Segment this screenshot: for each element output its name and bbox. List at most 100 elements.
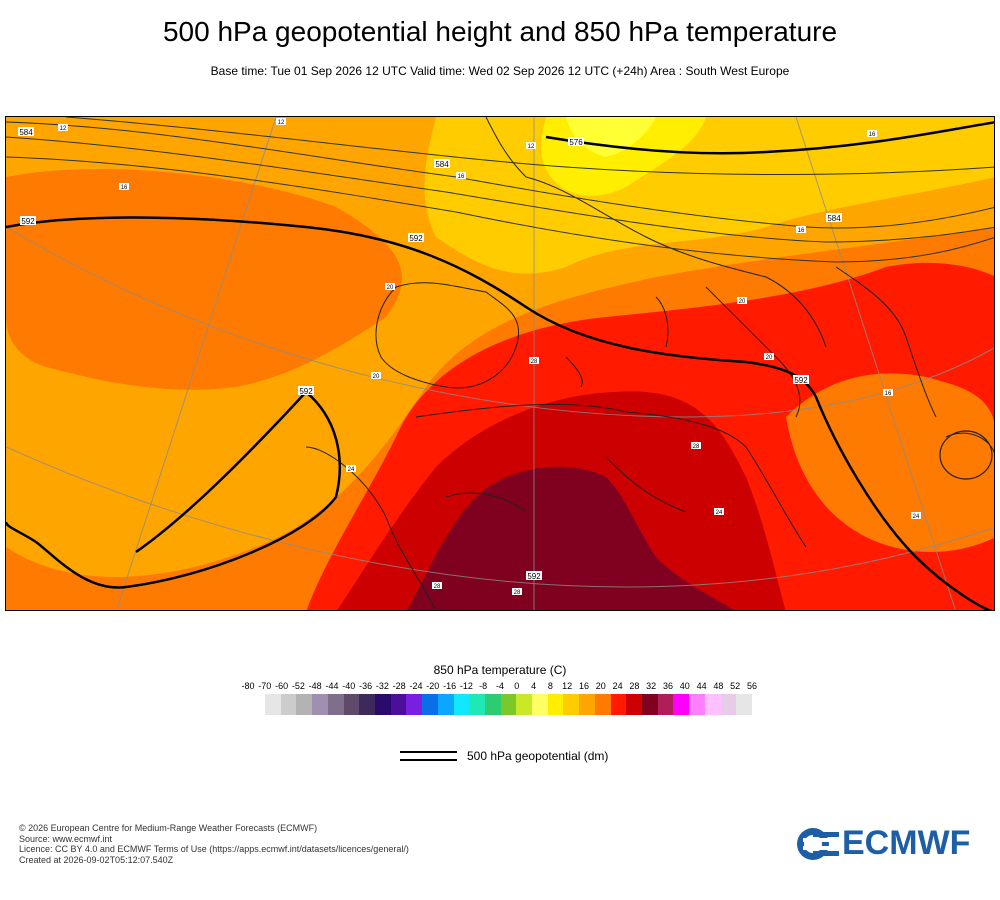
legend-tick-label: 44 bbox=[696, 681, 707, 691]
temp-label: 12 bbox=[60, 126, 67, 132]
temp-label: 20 bbox=[766, 355, 773, 361]
temp-label: 12 bbox=[278, 120, 285, 126]
geopotential-legend-line-bottom bbox=[400, 759, 457, 761]
map-svg: 584 576 584 584 592 592 592 592 592 12 1… bbox=[6, 117, 994, 610]
legend-swatch bbox=[673, 694, 690, 715]
temp-label: 12 bbox=[528, 144, 535, 150]
legend-tick-label: 12 bbox=[562, 681, 573, 691]
legend-tick-label: 28 bbox=[629, 681, 640, 691]
legend-tick-label: -12 bbox=[459, 681, 473, 691]
legend-swatch bbox=[657, 694, 674, 715]
legend-swatch bbox=[626, 694, 643, 715]
legend-tick-label: 24 bbox=[612, 681, 623, 691]
legend-swatch bbox=[532, 694, 549, 715]
low-circle bbox=[939, 430, 993, 480]
footer-source: Source: www.ecmwf.int bbox=[19, 833, 113, 844]
temp-label: 24 bbox=[716, 510, 723, 516]
legend-tick-label: -44 bbox=[325, 681, 339, 691]
contour-label-584-west: 584 bbox=[19, 128, 33, 137]
temp-label: 16 bbox=[121, 185, 128, 191]
legend-swatch bbox=[484, 694, 502, 715]
legend-swatch bbox=[500, 694, 517, 715]
legend-tick-label: -48 bbox=[308, 681, 322, 691]
legend-swatch bbox=[547, 694, 564, 715]
contour-label-592-east: 592 bbox=[794, 376, 808, 385]
legend-swatch bbox=[736, 694, 753, 715]
legend-swatch bbox=[374, 694, 392, 715]
legend-swatch bbox=[594, 694, 612, 715]
legend-swatch bbox=[704, 694, 722, 715]
temp-label: 28 bbox=[434, 584, 441, 590]
legend-tick-label: 16 bbox=[578, 681, 590, 691]
contour-label-592-southwest: 592 bbox=[299, 387, 313, 396]
legend-swatch bbox=[359, 694, 376, 715]
band-32-36 bbox=[407, 466, 734, 610]
legend-tick-label: 4 bbox=[531, 681, 537, 691]
legend-tick-label: -52 bbox=[291, 681, 305, 691]
legend-swatch bbox=[312, 694, 329, 715]
legend-tick-label: 40 bbox=[679, 681, 690, 691]
contour-label-592-west: 592 bbox=[21, 217, 35, 226]
legend-swatch bbox=[689, 694, 706, 715]
temp-label: 28 bbox=[514, 590, 521, 596]
legend-tick-label: -8 bbox=[479, 681, 488, 691]
forecast-map: 584 576 584 584 592 592 592 592 592 12 1… bbox=[5, 116, 995, 611]
band-4-8 bbox=[566, 117, 656, 157]
geopotential-contours-thick bbox=[6, 121, 994, 610]
legend-tick-label: -16 bbox=[443, 681, 457, 691]
coastlines bbox=[305, 117, 994, 610]
legend-swatch bbox=[469, 694, 486, 715]
legend-tick-label: 56 bbox=[746, 681, 758, 691]
contour-labels: 584 576 584 584 592 592 592 592 592 bbox=[18, 127, 842, 581]
legend-tick-label: -20 bbox=[426, 681, 440, 691]
temp-label: 16 bbox=[458, 174, 465, 180]
ecmwf-logo-text: ECMWF bbox=[842, 824, 971, 862]
legend-tick-label: 48 bbox=[713, 681, 724, 691]
band-16-20-southwest bbox=[39, 391, 326, 560]
geopotential-legend-line-top bbox=[400, 751, 457, 753]
legend-tick-label: -24 bbox=[409, 681, 423, 691]
temp-label: 28 bbox=[531, 359, 538, 365]
legend-swatch bbox=[327, 694, 345, 715]
legend-swatch bbox=[265, 694, 282, 715]
temp-label: 20 bbox=[739, 299, 746, 305]
temp-label: 16 bbox=[869, 132, 876, 138]
temperature-labels: 12 12 16 16 20 20 24 24 28 28 28 20 16 1… bbox=[58, 118, 921, 596]
legend-swatch bbox=[437, 694, 454, 715]
legend-tick-label: -28 bbox=[392, 681, 406, 691]
legend-title: 850 hPa temperature (C) bbox=[433, 663, 567, 677]
legend-tick-label: 36 bbox=[662, 681, 674, 691]
legend-swatch bbox=[563, 694, 580, 715]
temp-label: 20 bbox=[387, 285, 394, 291]
legend-tick-label: 0 bbox=[514, 681, 520, 691]
contour-label-576: 576 bbox=[569, 138, 583, 147]
legend-swatch bbox=[390, 694, 407, 715]
legend-tick-label: -4 bbox=[495, 681, 505, 691]
footer-credits: © 2026 European Centre for Medium-Range … bbox=[19, 823, 409, 865]
temp-label: 16 bbox=[798, 228, 805, 234]
legend-swatch bbox=[579, 694, 596, 715]
legend-swatch bbox=[642, 694, 659, 715]
legend-swatch bbox=[610, 694, 627, 715]
temp-label: 24 bbox=[348, 467, 355, 473]
contour-label-592-center: 592 bbox=[409, 234, 423, 243]
temp-label: 16 bbox=[885, 391, 892, 397]
legend-tick-label: 32 bbox=[646, 681, 657, 691]
footer-copyright: © 2026 European Centre for Medium-Range … bbox=[19, 823, 318, 833]
temp-label: 20 bbox=[373, 374, 380, 380]
temp-label: 28 bbox=[693, 444, 700, 450]
geopotential-contours-thin bbox=[6, 117, 994, 263]
chart-title: 500 hPa geopotential height and 850 hPa … bbox=[162, 16, 838, 47]
legend-swatch bbox=[296, 694, 313, 715]
geopotential-legend-label: 500 hPa geopotential (dm) bbox=[467, 749, 609, 763]
legend-tick-label: -32 bbox=[375, 681, 389, 691]
footer-licence: Licence: CC BY 4.0 and ECMWF Terms of Us… bbox=[19, 844, 409, 854]
ecmwf-logo-icon bbox=[795, 826, 839, 867]
legend-tick-label: -36 bbox=[359, 681, 373, 691]
legend-tick-label: 8 bbox=[547, 681, 553, 691]
contour-label-584-east: 584 bbox=[827, 214, 841, 223]
temp-label: 24 bbox=[913, 514, 920, 520]
contour-label-592-south: 592 bbox=[527, 572, 541, 581]
chart-subtitle: Base time: Tue 01 Sep 2026 12 UTC Valid … bbox=[210, 64, 790, 78]
legend-swatch bbox=[720, 694, 737, 715]
